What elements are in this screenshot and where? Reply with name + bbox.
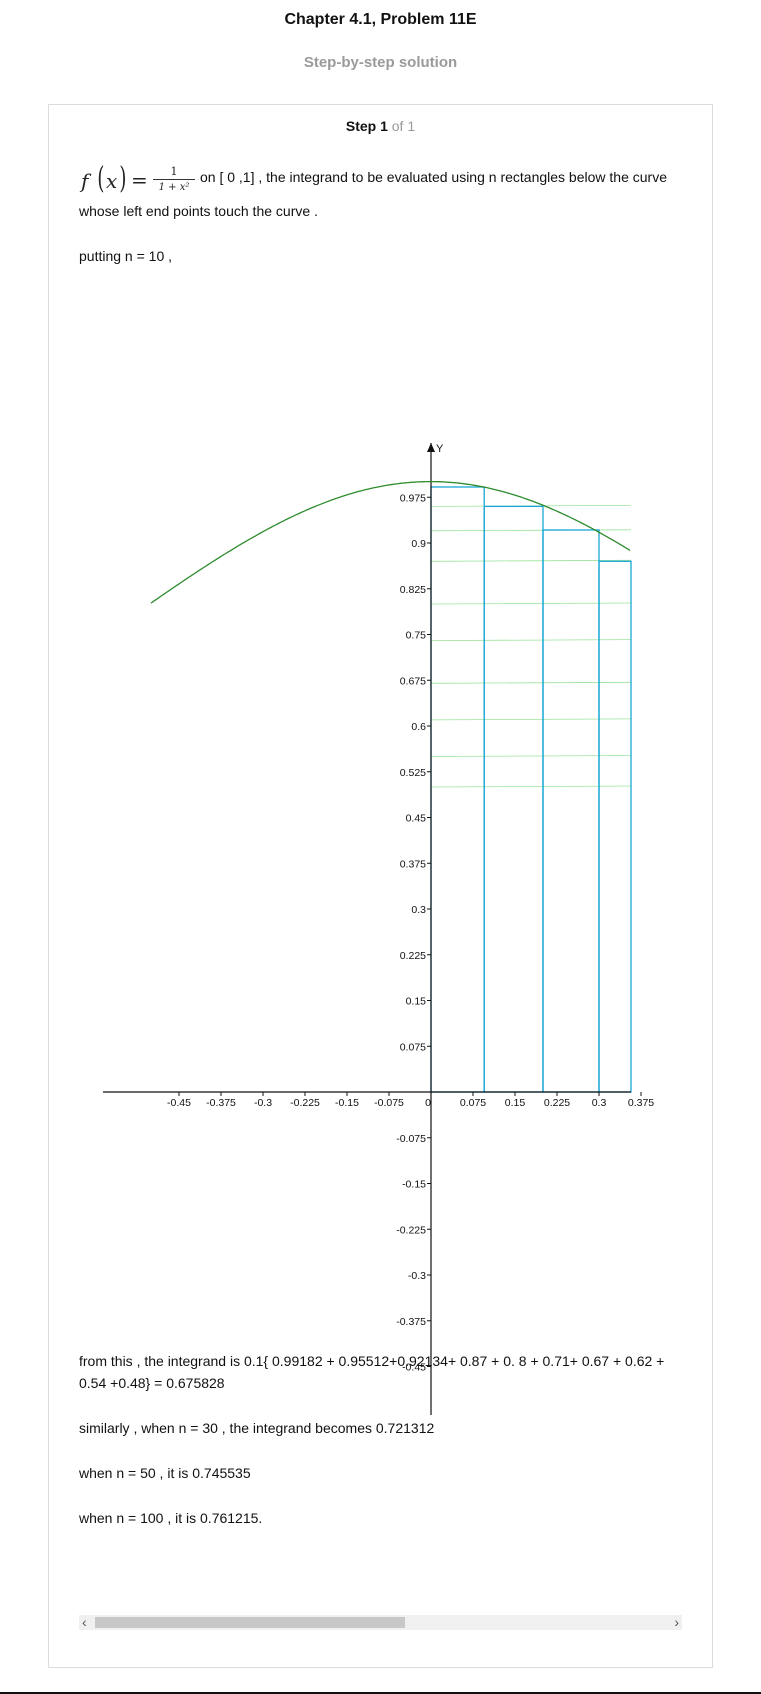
function-formula: f ( x ) = 1 1 + x² [79, 155, 199, 205]
y-tick-label: -0.3 [408, 1270, 426, 1282]
riemann-rectangle [542, 529, 600, 1093]
y-tick-label: 0.225 [400, 950, 426, 962]
y-tick-label: 0.675 [400, 675, 426, 687]
step-of: of 1 [391, 118, 416, 134]
formula-numerator: 1 [170, 165, 178, 178]
page-subtitle: Step-by-step solution [303, 54, 458, 71]
y-tick-label: -0.15 [402, 1179, 426, 1191]
text-line-7: when n = 50 , it is 0.745535 [79, 1465, 251, 1481]
formula-denominator: 1 + x² [158, 182, 190, 193]
x-tick-label: -0.225 [290, 1097, 320, 1109]
guide-line [430, 639, 632, 642]
formula-x: x [106, 169, 118, 193]
riemann-rectangle [598, 560, 632, 1093]
fraction-bar [153, 179, 195, 180]
y-tick-label: 0.075 [400, 1041, 426, 1053]
y-tick-label: 0.45 [406, 813, 427, 825]
guide-line [430, 681, 632, 684]
y-tick-label: 0.6 [411, 721, 426, 733]
guide-line [430, 718, 632, 721]
x-tick-label: -0.3 [254, 1097, 272, 1109]
formula-f: f [81, 169, 89, 193]
x-tick-label: 0.225 [544, 1097, 570, 1109]
y-tick-label: 0.15 [406, 996, 427, 1008]
y-tick-label: -0.45 [402, 1362, 426, 1374]
x-tick-label: 0.3 [592, 1097, 607, 1109]
function-curve [150, 480, 631, 604]
text-line-5: 0.54 +0.48} = 0.675828 [79, 1375, 225, 1391]
guide-line [430, 559, 632, 562]
x-tick-label: -0.075 [374, 1097, 404, 1109]
text-line-6: similarly , when n = 30 , the integrand … [79, 1420, 435, 1436]
chart-svg: Y -0.45 -0.375 -0.3 -0.225 -0.15 -0.075 0 0.075 0… [103, 443, 654, 1415]
y-tick-label: 0.375 [400, 858, 426, 870]
guide-line [430, 602, 632, 605]
y-tick-label: 0.3 [411, 904, 426, 916]
guide-line [430, 529, 632, 532]
y-tick-label: -0.225 [396, 1224, 426, 1236]
text-line-8: when n = 100 , it is 0.761215. [79, 1510, 263, 1526]
y-tick-label: -0.075 [396, 1133, 426, 1145]
riemann-chart: Y -0.45 -0.375 -0.3 -0.225 -0.15 -0.075 0 0.075 0… [49, 360, 712, 1450]
formula-equals: = [131, 168, 148, 192]
y-tick-label: 0.825 [400, 584, 426, 596]
text-line-2: whose left end points touch the curve . [79, 203, 318, 219]
x-tick-label: 0.075 [460, 1097, 486, 1109]
y-axis-arrow-icon [427, 443, 435, 452]
x-tick-label: -0.15 [335, 1097, 359, 1109]
text-line-1: on [ 0 ,1] , the integrand to be evaluat… [200, 169, 667, 185]
y-tick-label: 0.975 [400, 492, 426, 504]
y-axis-label: Y [436, 443, 444, 455]
scroll-left-icon[interactable]: ‹ [82, 1614, 87, 1630]
step-header: Step 1 of 1 [49, 118, 712, 134]
riemann-rectangle [430, 486, 485, 1093]
guide-line [430, 755, 632, 757]
formula-open-paren: ( [97, 161, 105, 196]
page-title: Chapter 4.1, Problem 11E [284, 11, 477, 28]
text-line-4: from this , the integrand is 0.1{ 0.9918… [79, 1353, 665, 1369]
solution-card: Step 1 of 1 f ( x ) = 1 1 + x² on [ 0 ,1… [48, 104, 713, 1668]
y-tick-label: 0.75 [406, 630, 427, 642]
y-tick-label: 0.525 [400, 767, 426, 779]
guide-line [430, 785, 632, 788]
y-tick-label: -0.375 [396, 1316, 426, 1328]
x-tick-label: 0 [425, 1097, 431, 1109]
riemann-rectangle [483, 505, 544, 1093]
horizontal-scrollbar[interactable]: ‹ › [79, 1614, 682, 1630]
x-tick-label: -0.45 [167, 1097, 191, 1109]
scroll-right-icon[interactable]: › [674, 1614, 679, 1630]
x-tick-label: -0.375 [206, 1097, 236, 1109]
x-tick-label: 0.15 [505, 1097, 526, 1109]
formula-close-paren: ) [119, 161, 127, 196]
text-line-3: putting n = 10 , [79, 248, 173, 264]
page-bottom-border [0, 1692, 761, 1694]
formula-fraction: 1 1 + x² [153, 165, 195, 194]
step-label: Step 1 [345, 118, 388, 134]
x-tick-label: 0.375 [628, 1097, 654, 1109]
scroll-thumb[interactable] [95, 1617, 405, 1628]
y-tick-label: 0.9 [411, 538, 426, 550]
